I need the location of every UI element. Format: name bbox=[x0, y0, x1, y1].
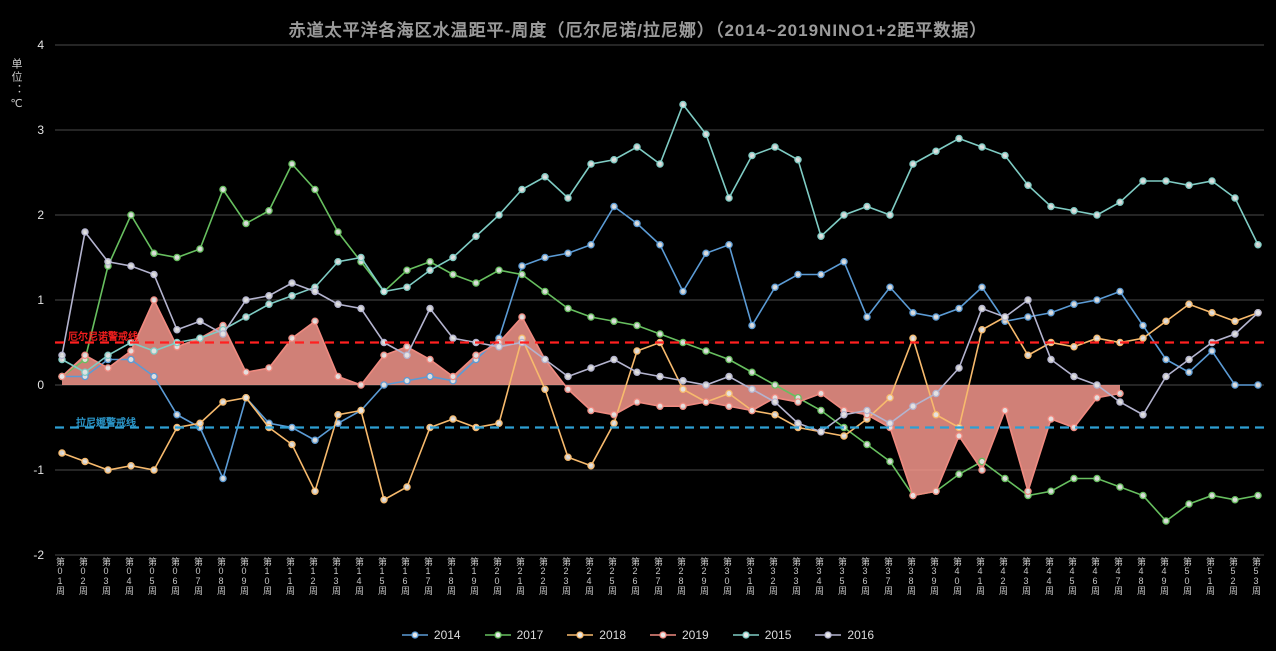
legend-marker-icon bbox=[732, 631, 759, 639]
legend-marker-icon bbox=[650, 631, 676, 639]
x-axis-label: 第33周 bbox=[791, 557, 801, 595]
x-axis-label: 第50周 bbox=[1182, 557, 1192, 595]
x-axis-label: 第43周 bbox=[1021, 557, 1031, 595]
x-axis-label: 第35周 bbox=[837, 557, 847, 595]
legend: 2014 2017 2018 2019 2015 2016 bbox=[0, 628, 1276, 642]
svg-text:2: 2 bbox=[37, 208, 44, 222]
legend-label: 2017 bbox=[516, 628, 544, 642]
legend-marker-icon bbox=[401, 631, 428, 639]
x-axis-label: 第09周 bbox=[239, 557, 249, 595]
x-axis-label: 第28周 bbox=[676, 557, 686, 595]
x-axis-label: 第31周 bbox=[745, 557, 755, 595]
svg-text:0: 0 bbox=[37, 378, 44, 392]
x-axis-label: 第47周 bbox=[1113, 557, 1123, 595]
svg-text:3: 3 bbox=[37, 123, 44, 137]
x-axis-label: 第36周 bbox=[860, 557, 870, 595]
legend-label: 2018 bbox=[599, 628, 626, 642]
x-axis-label: 第03周 bbox=[101, 557, 111, 595]
x-axis-label: 第22周 bbox=[538, 557, 548, 595]
x-axis-label: 第17周 bbox=[423, 557, 433, 595]
x-axis-label: 第46周 bbox=[1090, 557, 1100, 595]
series-2015 bbox=[58, 100, 1262, 376]
chart-title: 赤道太平洋各海区水温距平-周度（厄尔尼诺/拉尼娜）（2014~2019NINO1… bbox=[288, 21, 988, 40]
x-axis-label: 第16周 bbox=[400, 557, 410, 595]
legend-item-2017[interactable]: 2017 bbox=[484, 628, 544, 642]
legend-label: 2019 bbox=[682, 628, 709, 642]
legend-item-2014[interactable]: 2014 bbox=[401, 628, 461, 642]
x-axis-label: 第45周 bbox=[1067, 557, 1077, 595]
x-axis-label: 第15周 bbox=[377, 557, 387, 595]
legend-marker-icon bbox=[484, 631, 511, 639]
legend-marker-icon bbox=[815, 631, 842, 639]
legend-item-2018[interactable]: 2018 bbox=[567, 628, 626, 642]
x-axis-label: 第44周 bbox=[1044, 557, 1054, 595]
x-axis-label: 第14周 bbox=[354, 557, 364, 595]
x-axis-label: 第21周 bbox=[515, 557, 525, 595]
svg-text:4: 4 bbox=[37, 38, 44, 52]
legend-item-2016[interactable]: 2016 bbox=[815, 628, 874, 642]
x-axis-label: 第11周 bbox=[285, 557, 295, 595]
svg-text:-1: -1 bbox=[33, 463, 44, 477]
x-axis-label: 第42周 bbox=[998, 557, 1008, 595]
x-axis-label: 第08周 bbox=[216, 557, 226, 595]
svg-text:-2: -2 bbox=[33, 548, 44, 562]
x-axis-label: 第01周 bbox=[55, 557, 65, 595]
x-axis-label: 第19周 bbox=[469, 557, 479, 595]
x-axis-label: 第52周 bbox=[1228, 557, 1238, 595]
x-axis-label: 第41周 bbox=[975, 557, 985, 595]
y-axis-tick-labels: 4 3 2 1 0 -1 -2 bbox=[33, 38, 44, 562]
la-nina-threshold-label: 拉尼娜警戒线 bbox=[76, 417, 136, 429]
x-axis-label: 第25周 bbox=[607, 557, 617, 595]
legend-item-2019[interactable]: 2019 bbox=[650, 628, 709, 642]
x-axis-label: 第10周 bbox=[262, 557, 272, 595]
x-axis-label: 第06周 bbox=[170, 557, 180, 595]
y-axis-unit-label: 单位：℃ bbox=[10, 58, 22, 112]
x-axis-label: 第48周 bbox=[1136, 557, 1146, 595]
x-axis-label: 第32周 bbox=[768, 557, 778, 595]
legend-label: 2015 bbox=[764, 628, 792, 642]
x-axis-label: 第04周 bbox=[124, 557, 134, 595]
x-axis-label: 第30周 bbox=[722, 557, 732, 595]
x-axis-label: 第12周 bbox=[308, 557, 318, 595]
legend-marker-icon bbox=[567, 631, 594, 639]
x-axis-label: 第02周 bbox=[78, 557, 88, 595]
x-axis-label: 第38周 bbox=[906, 557, 916, 595]
x-axis-label: 第07周 bbox=[193, 557, 203, 595]
el-nino-threshold-label: 厄尔尼诺警戒线 bbox=[68, 331, 138, 343]
x-axis-label: 第18周 bbox=[446, 557, 456, 595]
x-axis-label: 第05周 bbox=[147, 557, 157, 595]
x-axis-label: 第39周 bbox=[929, 557, 939, 595]
x-axis-label: 第29周 bbox=[699, 557, 709, 595]
x-axis-label: 第20周 bbox=[492, 557, 502, 595]
x-axis-label: 第51周 bbox=[1205, 557, 1215, 595]
x-axis-label: 第49周 bbox=[1159, 557, 1169, 595]
x-axis-label: 第26周 bbox=[630, 557, 640, 595]
gridlines bbox=[55, 44, 1264, 556]
legend-label: 2014 bbox=[433, 628, 461, 642]
series-2016 bbox=[58, 228, 1262, 436]
series-2017 bbox=[58, 160, 1262, 525]
x-axis-label: 第34周 bbox=[814, 557, 824, 595]
x-axis-label: 第24周 bbox=[584, 557, 594, 595]
legend-item-2015[interactable]: 2015 bbox=[732, 628, 792, 642]
x-axis-label: 第40周 bbox=[952, 557, 962, 595]
svg-text:1: 1 bbox=[37, 293, 44, 307]
x-axis-label: 第13周 bbox=[331, 557, 341, 595]
x-axis-label: 第23周 bbox=[561, 557, 571, 595]
x-axis-label: 第27周 bbox=[653, 557, 663, 595]
x-axis-label: 第37周 bbox=[883, 557, 893, 595]
legend-label: 2016 bbox=[847, 628, 875, 642]
x-axis-label: 第53周 bbox=[1251, 557, 1261, 595]
